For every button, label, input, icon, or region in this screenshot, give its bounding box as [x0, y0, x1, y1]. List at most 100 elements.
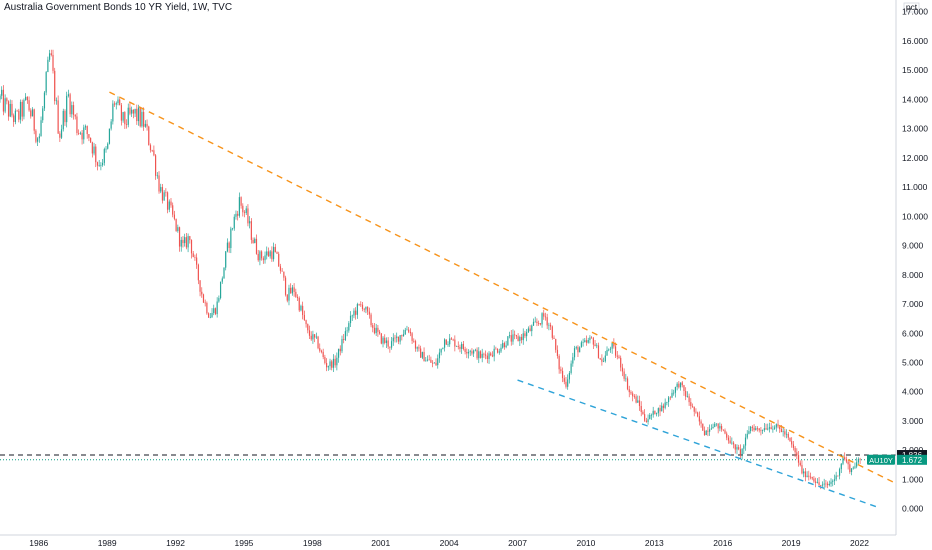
y-tick-label: 17.000: [902, 7, 928, 17]
candle-body: [650, 414, 653, 416]
candle-body: [792, 444, 795, 448]
candle-body: [322, 351, 324, 357]
price-tag-label: 1.672: [902, 456, 923, 465]
plot-area: [0, 49, 896, 508]
candle-body: [679, 382, 682, 388]
candle-body: [632, 393, 634, 397]
candle-body: [702, 423, 704, 431]
candle-body: [235, 213, 237, 217]
candle-body: [712, 426, 714, 429]
candle-body: [599, 358, 601, 360]
candle-body: [709, 429, 711, 432]
candle-body: [156, 175, 158, 177]
candle-body: [279, 266, 282, 271]
candle-body: [320, 350, 323, 352]
x-tick-label: 1992: [166, 538, 185, 548]
candle-body: [308, 330, 311, 336]
candle-body: [201, 291, 203, 295]
candle-body: [522, 333, 524, 341]
candle-body: [633, 396, 635, 397]
candle-body: [93, 146, 95, 154]
candle-body: [199, 280, 201, 292]
candle-body: [315, 336, 317, 338]
candle-body: [720, 426, 723, 430]
candle-body: [544, 316, 547, 318]
candle-body: [440, 348, 442, 353]
candle-body: [825, 483, 827, 485]
candle-body: [161, 187, 164, 201]
candle-body: [105, 148, 107, 150]
candle-body: [204, 302, 206, 304]
candle-body: [450, 338, 453, 340]
candle-body: [705, 430, 707, 436]
candle-body: [614, 346, 617, 356]
candle-body: [621, 367, 624, 372]
candle-body: [856, 462, 858, 467]
candle-body: [95, 146, 97, 163]
candle-body: [832, 480, 834, 482]
candle-body: [785, 433, 788, 435]
candle-body: [290, 287, 292, 294]
candle-body: [656, 413, 658, 415]
candle-body: [158, 175, 160, 192]
candle-body: [115, 103, 117, 105]
candle-body: [811, 476, 813, 479]
candle-body: [608, 349, 610, 351]
candle-body: [840, 463, 842, 470]
candle-body: [60, 129, 63, 138]
candle-body: [787, 433, 789, 438]
candle-body: [789, 437, 791, 442]
candle-body: [767, 428, 769, 430]
candle-body: [69, 94, 71, 115]
x-tick-label: 2013: [645, 538, 664, 548]
candle-body: [223, 267, 225, 279]
candle-body: [726, 433, 728, 438]
candle-body: [626, 378, 629, 390]
candle-body: [38, 136, 40, 139]
candle-body: [756, 428, 759, 429]
candle-body: [76, 116, 78, 134]
candle-body: [397, 336, 400, 342]
candle-body: [755, 428, 757, 431]
candle-body: [683, 385, 685, 392]
candle-body: [31, 109, 34, 117]
candle-body: [98, 165, 100, 166]
candle-body: [231, 228, 234, 230]
candle-body: [96, 162, 99, 166]
candle-body: [485, 354, 487, 356]
candle-body: [358, 304, 360, 305]
candle-body: [691, 406, 694, 407]
candle-body: [664, 402, 666, 408]
candle-body: [329, 361, 331, 367]
candle-body: [426, 359, 429, 361]
candle-body: [601, 359, 603, 362]
candle-body: [153, 150, 155, 156]
candle-body: [603, 361, 605, 362]
candle-body: [194, 256, 196, 258]
candle-body: [662, 405, 665, 408]
candle-body: [33, 109, 35, 131]
candle-body: [272, 246, 275, 260]
candle-body: [854, 466, 856, 468]
x-tick-label: 1995: [234, 538, 253, 548]
candle-body: [411, 333, 413, 341]
candle-body: [596, 345, 598, 347]
candle-body: [6, 98, 8, 102]
candle-body: [765, 428, 767, 430]
candle-body: [137, 107, 140, 122]
y-tick-label: 4.000: [902, 387, 924, 397]
candle-body: [11, 103, 13, 116]
candle-body: [534, 321, 536, 323]
candle-body: [216, 301, 218, 315]
candle-body: [543, 313, 545, 317]
candle-body: [809, 476, 812, 478]
candle-body: [531, 325, 533, 332]
candle-body: [40, 120, 42, 137]
candle-body: [837, 475, 839, 477]
candle-body: [760, 430, 762, 431]
candle-body: [669, 397, 671, 399]
candle-body: [690, 402, 692, 407]
candle-body: [551, 326, 553, 338]
y-tick-label: 9.000: [902, 241, 924, 251]
